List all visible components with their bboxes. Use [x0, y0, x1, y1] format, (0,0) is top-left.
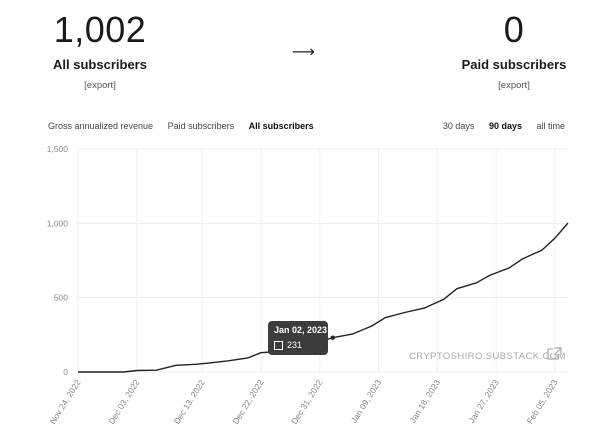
- watermark-text: CRYPTOSHIRO.SUBSTACK.COM: [409, 351, 566, 362]
- y-tick-label: 0: [63, 367, 68, 377]
- tab-all-subscribers[interactable]: All subscribers: [248, 121, 314, 131]
- y-tick-label: 500: [54, 293, 68, 303]
- x-tick-label: Feb 05, 2023: [525, 378, 560, 426]
- range-90-days[interactable]: 90 days: [488, 121, 522, 131]
- hover-point: [330, 335, 335, 340]
- y-tick-label: 1,500: [47, 144, 69, 154]
- paid-subscribers-export-link[interactable]: [export]: [498, 80, 530, 91]
- tooltip-value: 231: [287, 340, 303, 350]
- x-tick-label: Jan 27, 2023: [466, 378, 501, 425]
- range-all-time[interactable]: all time: [536, 121, 565, 131]
- all-subscribers-stat: 1,002 All subscribers [export]: [40, 9, 160, 92]
- x-tick-label: Jan 09, 2023: [349, 378, 384, 425]
- paid-subscribers-label: Paid subscribers: [461, 57, 567, 72]
- x-tick-label: Nov 24, 2022: [47, 378, 82, 426]
- tooltip-date: Jan 02, 2023: [274, 325, 328, 335]
- tab-paid-subscribers[interactable]: Paid subscribers: [167, 121, 235, 131]
- chart-tooltip: Jan 02, 2023 231: [268, 321, 328, 355]
- all-subscribers-label: All subscribers: [53, 57, 147, 72]
- range-selector: 30 days 90 days all time: [431, 121, 565, 131]
- metric-tabs: Gross annualized revenue Paid subscriber…: [48, 121, 326, 131]
- x-tick-label: Dec 13, 2022: [172, 378, 207, 426]
- arrow-right-icon: ⟶: [292, 42, 315, 61]
- paid-subscribers-stat: 0 Paid subscribers [export]: [454, 9, 574, 92]
- legend-square-icon: [274, 340, 283, 350]
- range-30-days[interactable]: 30 days: [442, 121, 475, 131]
- all-subscribers-export-link[interactable]: [export]: [84, 80, 116, 91]
- external-link-icon[interactable]: [547, 347, 562, 360]
- y-tick-label: 1,000: [47, 218, 69, 228]
- all-subscribers-count: 1,002: [53, 9, 147, 50]
- x-tick-label: Jan 18, 2023: [408, 378, 443, 425]
- paid-subscribers-count: 0: [503, 9, 525, 50]
- x-tick-label: Dec 31, 2022: [289, 378, 324, 426]
- x-tick-label: Dec 22, 2022: [230, 378, 265, 426]
- subscribers-chart: 0 500 1,000 1,500 Nov 24, 2022 Dec 03, 2022 D…: [47, 144, 569, 426]
- subscribers-line: [78, 222, 569, 373]
- x-tick-label: Dec 03, 2022: [106, 378, 141, 426]
- tooltip-value-row: 231: [274, 340, 302, 350]
- tab-gross-annualized-revenue[interactable]: Gross annualized revenue: [48, 121, 154, 131]
